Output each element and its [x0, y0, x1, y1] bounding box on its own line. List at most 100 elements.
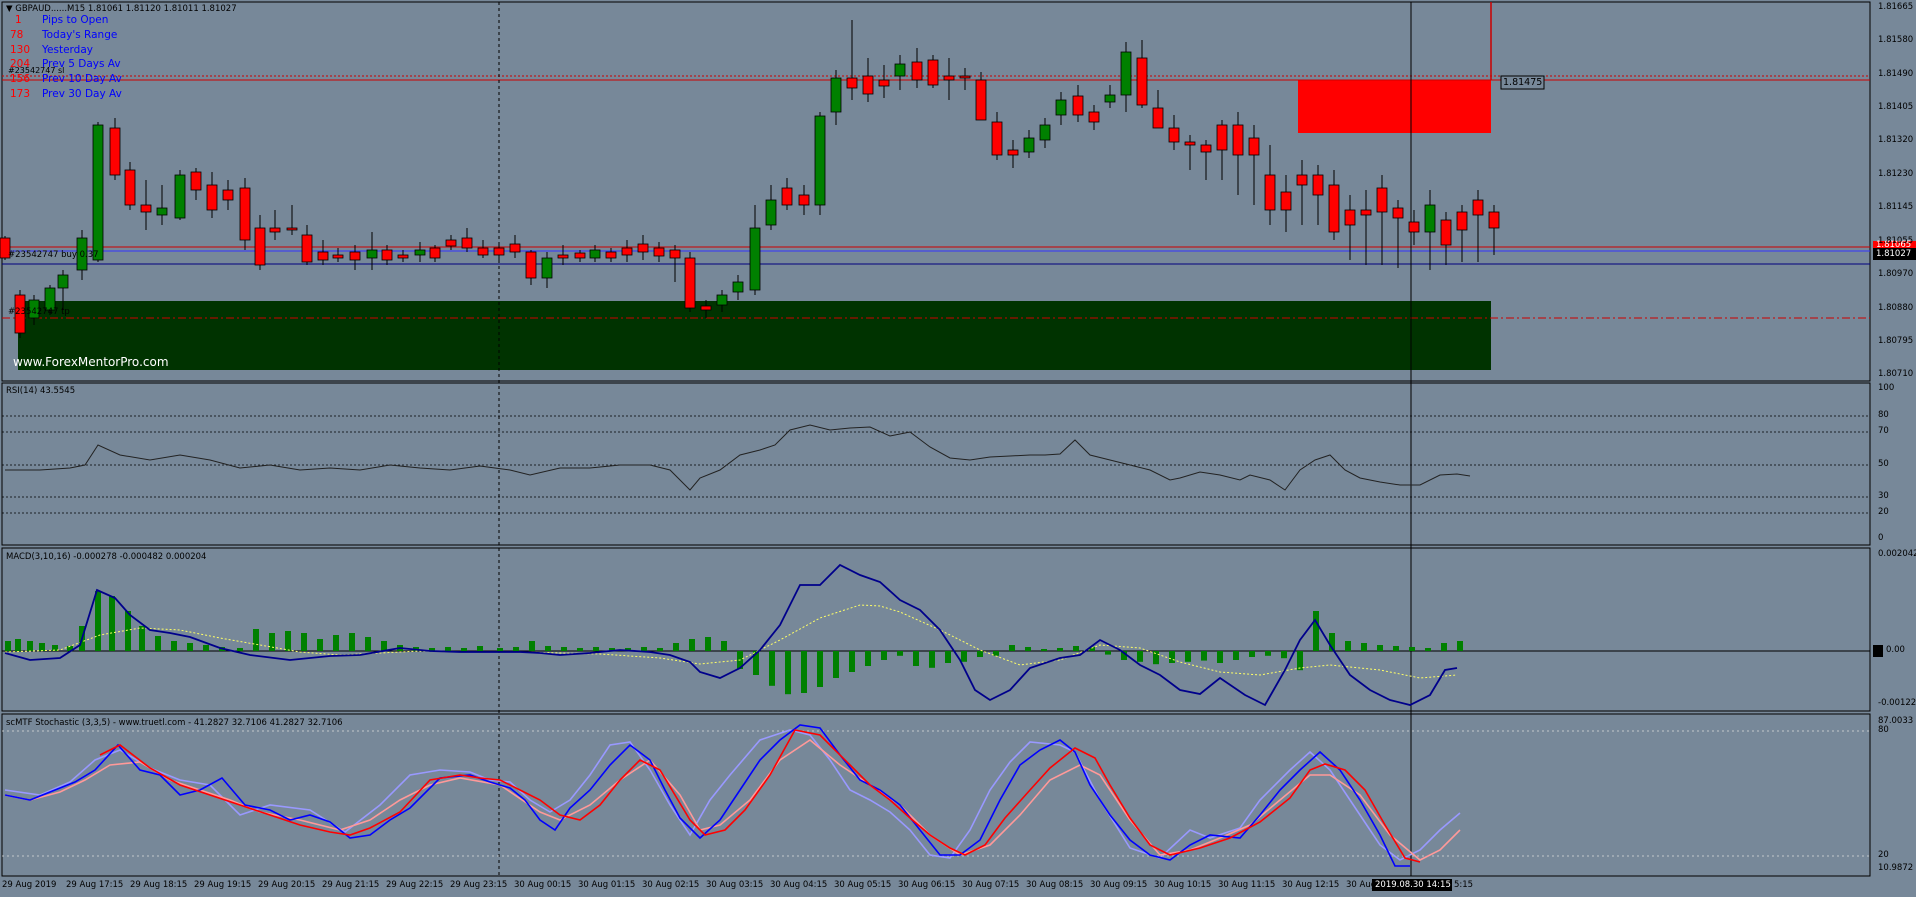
- bull-candle[interactable]: [44, 287, 56, 311]
- bear-candle[interactable]: [1344, 209, 1356, 226]
- bear-candle[interactable]: [557, 254, 569, 259]
- bull-candle[interactable]: [156, 207, 168, 216]
- bear-candle[interactable]: [461, 237, 473, 249]
- bear-candle[interactable]: [1328, 184, 1340, 233]
- bull-candle[interactable]: [57, 274, 69, 289]
- collapse-triangle-icon[interactable]: ▼: [6, 4, 13, 14]
- main-panel[interactable]: [1, 1, 1871, 382]
- bear-candle[interactable]: [1216, 124, 1228, 151]
- bear-candle[interactable]: [269, 227, 281, 233]
- bear-candle[interactable]: [927, 59, 939, 86]
- bull-candle[interactable]: [1039, 124, 1051, 141]
- bull-candle[interactable]: [28, 299, 40, 319]
- bear-candle[interactable]: [477, 247, 489, 256]
- bear-candle[interactable]: [317, 251, 329, 261]
- bear-candle[interactable]: [1376, 187, 1388, 213]
- bull-candle[interactable]: [830, 77, 842, 113]
- bear-candle[interactable]: [222, 189, 234, 201]
- bear-candle[interactable]: [1408, 221, 1420, 233]
- bear-candle[interactable]: [381, 249, 393, 261]
- bull-candle[interactable]: [749, 227, 761, 291]
- bull-candle[interactable]: [716, 294, 728, 306]
- bear-candle[interactable]: [1392, 207, 1404, 219]
- bear-candle[interactable]: [1152, 107, 1164, 129]
- bear-candle[interactable]: [286, 227, 298, 231]
- bear-candle[interactable]: [332, 254, 344, 259]
- bull-candle[interactable]: [76, 237, 88, 271]
- bear-candle[interactable]: [574, 252, 586, 259]
- order-label-tp[interactable]: #23542747 tp: [8, 307, 70, 317]
- bull-candle[interactable]: [814, 115, 826, 206]
- bear-candle[interactable]: [959, 75, 971, 79]
- bear-candle[interactable]: [1472, 199, 1484, 216]
- bear-candle[interactable]: [254, 227, 266, 266]
- bear-candle[interactable]: [975, 79, 987, 121]
- bull-candle[interactable]: [92, 124, 104, 261]
- bear-candle[interactable]: [0, 237, 11, 259]
- bear-candle[interactable]: [943, 75, 955, 81]
- bear-candle[interactable]: [798, 194, 810, 206]
- macd-panel[interactable]: [1, 547, 1871, 712]
- bear-candle[interactable]: [349, 251, 361, 261]
- rsi-panel[interactable]: [1, 382, 1871, 546]
- bear-candle[interactable]: [1312, 174, 1324, 196]
- bull-candle[interactable]: [765, 199, 777, 226]
- bear-candle[interactable]: [109, 127, 121, 176]
- bear-candle[interactable]: [397, 254, 409, 259]
- bear-candle[interactable]: [1264, 174, 1276, 211]
- bear-candle[interactable]: [1440, 219, 1452, 246]
- bear-candle[interactable]: [862, 75, 874, 95]
- bear-candle[interactable]: [206, 184, 218, 211]
- bull-candle[interactable]: [1104, 94, 1116, 103]
- bear-candle[interactable]: [1280, 191, 1292, 211]
- bear-candle[interactable]: [525, 251, 537, 279]
- bear-candle[interactable]: [239, 187, 251, 241]
- bear-candle[interactable]: [1456, 211, 1468, 231]
- bull-candle[interactable]: [541, 257, 553, 279]
- bear-candle[interactable]: [1088, 111, 1100, 123]
- bear-candle[interactable]: [1136, 57, 1148, 106]
- bear-candle[interactable]: [781, 187, 793, 206]
- bull-candle[interactable]: [174, 174, 186, 219]
- bear-candle[interactable]: [140, 204, 152, 213]
- bull-candle[interactable]: [1120, 51, 1132, 96]
- bull-candle[interactable]: [414, 249, 426, 256]
- bear-candle[interactable]: [1200, 144, 1212, 153]
- bear-candle[interactable]: [1360, 209, 1372, 216]
- bear-candle[interactable]: [493, 247, 505, 256]
- candles[interactable]: [0, 20, 1500, 338]
- bull-candle[interactable]: [1023, 137, 1035, 153]
- bear-candle[interactable]: [700, 305, 712, 311]
- bear-candle[interactable]: [1232, 124, 1244, 156]
- bull-candle[interactable]: [1055, 99, 1067, 116]
- bull-candle[interactable]: [732, 281, 744, 293]
- bull-candle[interactable]: [589, 249, 601, 259]
- bear-candle[interactable]: [429, 247, 441, 259]
- bear-candle[interactable]: [1007, 149, 1019, 156]
- bear-candle[interactable]: [637, 243, 649, 253]
- bear-candle[interactable]: [190, 171, 202, 191]
- bear-candle[interactable]: [911, 61, 923, 81]
- bear-candle[interactable]: [509, 243, 521, 253]
- bear-candle[interactable]: [1184, 141, 1196, 146]
- bear-candle[interactable]: [653, 247, 665, 257]
- bear-candle[interactable]: [991, 121, 1003, 156]
- bear-candle[interactable]: [124, 169, 136, 206]
- bear-candle[interactable]: [684, 257, 696, 309]
- bear-candle[interactable]: [14, 294, 26, 334]
- bear-candle[interactable]: [846, 77, 858, 89]
- bear-candle[interactable]: [1248, 137, 1260, 156]
- order-label-sl[interactable]: #23542747 sl: [8, 66, 65, 75]
- bear-candle[interactable]: [1296, 174, 1308, 186]
- bear-candle[interactable]: [1072, 95, 1084, 116]
- order-label-buy[interactable]: #23542747 buy 0.37: [8, 250, 99, 260]
- bull-candle[interactable]: [894, 63, 906, 77]
- bear-candle[interactable]: [301, 234, 313, 263]
- bear-candle[interactable]: [605, 251, 617, 259]
- bear-candle[interactable]: [1168, 127, 1180, 143]
- stoch-panel[interactable]: [1, 713, 1871, 877]
- bull-candle[interactable]: [366, 249, 378, 259]
- bear-candle[interactable]: [445, 239, 457, 247]
- bear-candle[interactable]: [878, 79, 890, 87]
